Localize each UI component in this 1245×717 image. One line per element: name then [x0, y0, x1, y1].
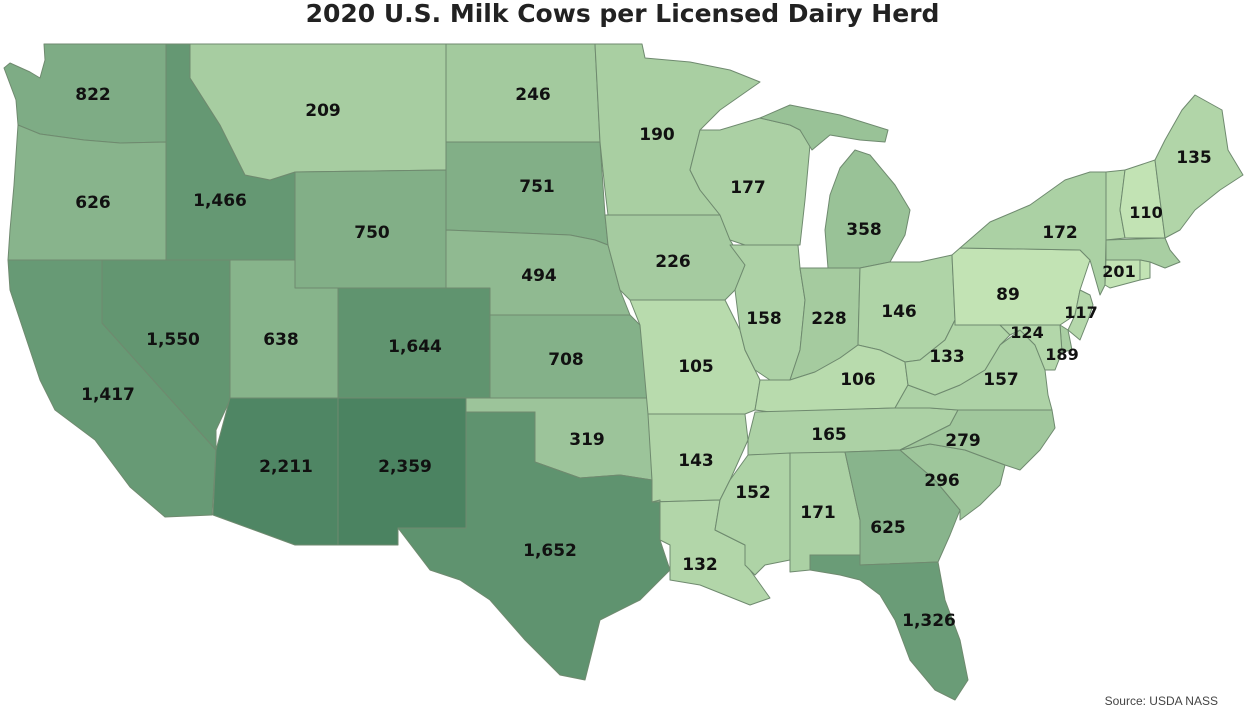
value-label-GA: 625	[870, 518, 906, 538]
value-label-IN: 228	[811, 309, 847, 329]
value-label-VA: 157	[983, 370, 1019, 390]
value-label-OR: 626	[75, 193, 111, 213]
value-label-WA: 822	[75, 85, 111, 105]
value-label-NC: 279	[945, 431, 981, 451]
value-label-AZ: 2,211	[259, 457, 313, 477]
value-label-MN: 190	[639, 125, 675, 145]
value-label-LA: 132	[682, 555, 718, 575]
value-label-NV: 1,550	[146, 330, 200, 350]
value-label-KY: 106	[840, 370, 876, 390]
value-label-IL: 158	[746, 309, 782, 329]
state-MI[interactable]	[759, 104, 911, 269]
value-label-ND: 246	[515, 85, 551, 105]
value-label-SD: 751	[519, 177, 555, 197]
state-CT[interactable]	[1104, 259, 1141, 289]
value-label-KS: 708	[548, 350, 584, 370]
value-label-WY: 750	[354, 223, 390, 243]
value-label-OK: 319	[569, 430, 605, 450]
state-RI[interactable]	[1139, 259, 1151, 281]
value-label-MT: 209	[305, 101, 341, 121]
value-label-AL: 171	[800, 503, 836, 523]
state-TX[interactable]	[397, 411, 671, 681]
value-label-CA: 1,417	[81, 385, 135, 405]
value-label-IA: 226	[655, 252, 691, 272]
value-label-DE: 189	[1045, 345, 1078, 364]
value-label-SC: 296	[924, 471, 960, 491]
value-label-MI: 358	[846, 220, 882, 240]
value-label-UT: 638	[263, 330, 299, 350]
value-label-MD: 124	[1010, 323, 1043, 342]
value-label-VT: 110	[1129, 203, 1162, 222]
value-label-PA: 89	[996, 285, 1020, 305]
state-NC[interactable]	[899, 409, 1056, 471]
value-label-TX: 1,652	[523, 541, 577, 561]
value-label-MS: 152	[735, 483, 771, 503]
state-NE[interactable]	[445, 229, 631, 316]
map-title: 2020 U.S. Milk Cows per Licensed Dairy H…	[305, 0, 940, 28]
value-label-WV: 133	[929, 347, 965, 367]
value-label-ME: 135	[1176, 148, 1212, 168]
state-MD[interactable]	[999, 324, 1063, 371]
value-label-OH: 146	[881, 302, 917, 322]
value-label-NM: 2,359	[378, 457, 432, 477]
value-label-MA: 201	[1102, 262, 1135, 281]
value-label-NY: 172	[1042, 223, 1078, 243]
state-FL[interactable]	[809, 554, 969, 701]
value-label-ID: 1,466	[193, 191, 247, 211]
source-note: Source: USDA NASS	[1104, 694, 1218, 708]
state-NJ[interactable]	[1067, 289, 1094, 341]
value-label-NJ: 117	[1064, 303, 1097, 322]
value-label-FL: 1,326	[902, 611, 956, 631]
value-label-TN: 165	[811, 425, 847, 445]
value-label-WI: 177	[730, 178, 766, 198]
value-label-MO: 105	[678, 357, 714, 377]
value-label-AR: 143	[678, 451, 714, 471]
value-label-NE: 494	[521, 266, 557, 286]
value-label-CO: 1,644	[388, 337, 442, 357]
